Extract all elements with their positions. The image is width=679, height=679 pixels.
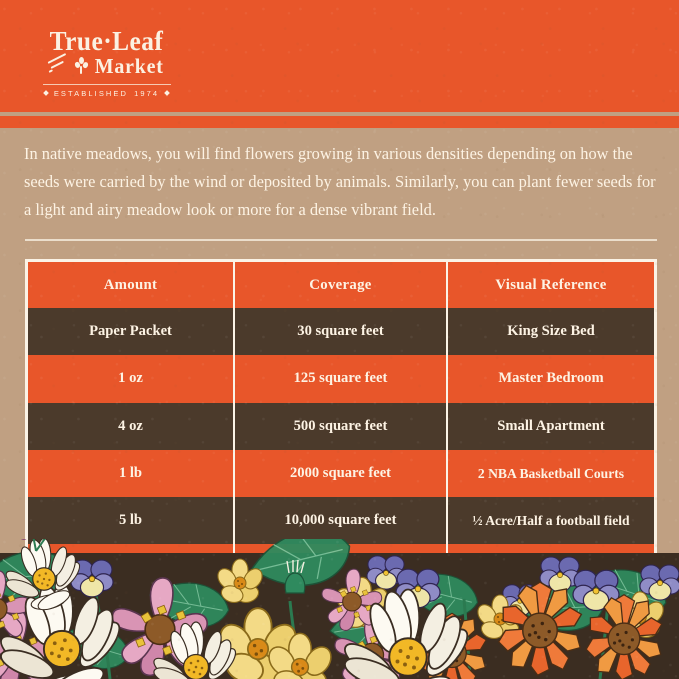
cell-reference: Small Apartment <box>497 417 605 434</box>
header-divider-stripe <box>0 116 679 128</box>
cell-amount: 5 lb <box>118 512 143 529</box>
logo-slashes-icon <box>47 52 70 74</box>
table-row: 5 lb 10,000 square feet ½ Acre/Half a fo… <box>28 497 654 545</box>
cell-amount: Paper Packet <box>89 323 172 340</box>
header-divider-gap <box>0 112 679 116</box>
cell-coverage: 500 square feet <box>233 402 448 450</box>
cell-reference: 2 NBA Basketball Courts <box>477 465 625 481</box>
cell-coverage: 2000 square feet <box>233 449 448 498</box>
wheat-sheaf-icon <box>74 57 89 75</box>
cell-reference: Master Bedroom <box>498 370 604 387</box>
diamond-icon <box>164 90 170 96</box>
column-header-amount: Amount <box>103 276 158 293</box>
cell-amount: 1 lb <box>118 465 143 482</box>
established-year: 1974 <box>134 88 160 98</box>
cell-amount: 4 oz <box>118 417 143 434</box>
cell-coverage: 10,000 square feet <box>233 497 448 545</box>
diamond-icon <box>42 90 49 96</box>
column-header-coverage: Coverage <box>233 262 448 308</box>
true-leaf-market-logo: True·Leaf Market ESTABLISHED 1974 <box>16 10 197 113</box>
cell-reference: ½ Acre/Half a football field <box>472 512 630 528</box>
cell-reference: King Size Bed <box>507 323 595 340</box>
section-divider-rule <box>25 239 657 241</box>
logo-line-true-leaf: True·Leaf <box>49 25 164 56</box>
intro-paragraph: In native meadows, you will find flowers… <box>24 144 656 219</box>
logo-line-market-row: Market <box>47 52 165 78</box>
table-row: 4 oz 500 square feet Small Apartment <box>28 402 654 450</box>
logo-established-banner: ESTABLISHED 1974 <box>42 83 171 98</box>
logo-line-market: Market <box>94 53 164 78</box>
table-row: 1 lb 2000 square feet 2 NBA Basketball C… <box>28 449 654 498</box>
logo-wordmark: True·Leaf Market <box>46 25 167 78</box>
header-banner <box>0 0 679 112</box>
cell-coverage: 30 square feet <box>233 308 448 356</box>
table-row: Paper Packet 30 square feet King Size Be… <box>28 308 654 356</box>
cell-amount: 1 oz <box>118 370 143 387</box>
cell-coverage: 125 square feet <box>233 355 448 403</box>
wildflower-border-illustration <box>0 539 679 679</box>
column-header-reference: Visual Reference <box>495 276 607 293</box>
established-label: ESTABLISHED <box>53 88 129 98</box>
table-header-row: Amount Coverage Visual Reference <box>28 262 654 308</box>
table-row: 1 oz 125 square feet Master Bedroom <box>28 355 654 403</box>
